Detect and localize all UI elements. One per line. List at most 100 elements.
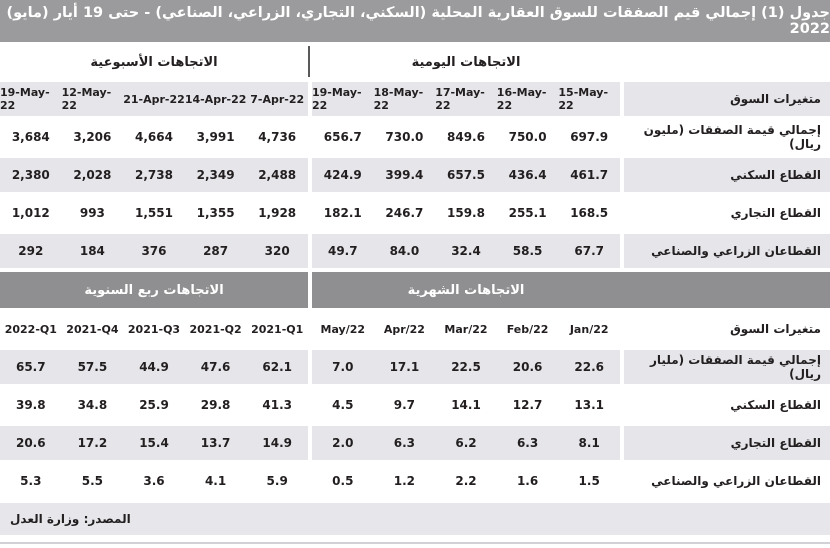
data-cell: 41.3 [246, 388, 308, 422]
row-label: إجمالي قيمة الصفقات (مليون ريال) [623, 120, 830, 154]
table-row: 292 184 376 287 320 49.7 84.0 32.4 58.5 67.7 القطا… [0, 234, 830, 268]
source-note: المصدر: وزارة العدل [0, 503, 830, 535]
row-label: القطاع التجاري [623, 196, 830, 230]
data-cell: 0.5 [311, 464, 374, 498]
group-gap [619, 312, 624, 346]
data-cell: 17.2 [61, 426, 124, 460]
data-cell: 8.1 [558, 426, 620, 460]
data-cell: 246.7 [373, 196, 436, 230]
data-cell: 6.3 [373, 426, 436, 460]
data-cell: 57.5 [61, 350, 124, 384]
group-gap [307, 426, 312, 460]
group-gap [619, 350, 624, 384]
data-cell: 47.6 [184, 350, 247, 384]
data-cell: 20.6 [496, 350, 559, 384]
data-cell: 320 [246, 234, 308, 268]
group-gap [619, 388, 624, 422]
data-cell: 2.0 [311, 426, 374, 460]
section-header-monthly: الاتجاهات الشهرية [312, 272, 830, 308]
group-gap [307, 158, 312, 192]
data-cell: 255.1 [496, 196, 559, 230]
column-header: 14-Apr-22 [184, 82, 247, 116]
data-cell: 750.0 [496, 120, 559, 154]
group-gap [619, 464, 624, 498]
column-header: Jan/22 [558, 312, 620, 346]
data-cell: 20.6 [0, 426, 62, 460]
section-divider-line [308, 46, 310, 77]
data-cell: 182.1 [311, 196, 374, 230]
data-cell: 168.5 [558, 196, 620, 230]
data-cell: 424.9 [311, 158, 374, 192]
row-label: القطاعان الزراعي والصناعي [623, 464, 830, 498]
data-cell: 849.6 [435, 120, 497, 154]
data-cell: 13.7 [184, 426, 247, 460]
column-header: May/22 [311, 312, 374, 346]
data-cell: 287 [184, 234, 247, 268]
bottom-rule [0, 542, 830, 544]
group-gap [307, 234, 312, 268]
row-label: القطاع التجاري [623, 426, 830, 460]
section-header-band-top: الاتجاهات الأسبوعية الاتجاهات اليومية [0, 42, 830, 82]
data-cell: 39.8 [0, 388, 62, 422]
column-header: 2021-Q4 [61, 312, 124, 346]
column-header-row: 2022-Q1 2021-Q4 2021-Q3 2021-Q2 2021-Q1 May/2… [0, 312, 830, 346]
data-cell: 2,380 [0, 158, 62, 192]
data-cell: 4,664 [123, 120, 185, 154]
group-gap [619, 82, 624, 116]
table-body: 3,684 3,206 4,664 3,991 4,736 656.7 730.0 849.6… [0, 120, 830, 268]
column-header: 15-May-22 [558, 82, 620, 116]
data-cell: 67.7 [558, 234, 620, 268]
row-label: إجمالي قيمة الصفقات (مليار ريال) [623, 350, 830, 384]
data-cell: 15.4 [123, 426, 185, 460]
data-cell: 44.9 [123, 350, 185, 384]
data-cell: 13.1 [558, 388, 620, 422]
data-cell: 2,488 [246, 158, 308, 192]
column-header: 2021-Q2 [184, 312, 247, 346]
data-cell: 159.8 [435, 196, 497, 230]
data-cell: 2,028 [61, 158, 124, 192]
data-cell: 376 [123, 234, 185, 268]
data-cell: 1.2 [373, 464, 436, 498]
data-cell: 14.9 [246, 426, 308, 460]
group-gap [307, 312, 312, 346]
data-cell: 3,206 [61, 120, 124, 154]
section-header-quarterly: الاتجاهات ربع السنوية [0, 272, 308, 308]
data-cell: 12.7 [496, 388, 559, 422]
data-cell: 5.5 [61, 464, 124, 498]
data-cell: 399.4 [373, 158, 436, 192]
column-header: 12-May-22 [61, 82, 124, 116]
column-header-row: 19-May-22 12-May-22 21-Apr-22 14-Apr-22 7-Ap… [0, 82, 830, 116]
data-cell: 84.0 [373, 234, 436, 268]
column-header: Apr/22 [373, 312, 436, 346]
table-row: 1,012 993 1,551 1,355 1,928 182.1 246.7 159.8 25… [0, 196, 830, 230]
quarterly-monthly-table: الاتجاهات ربع السنوية الاتجاهات الشهرية … [0, 272, 830, 498]
column-header: 19-May-22 [311, 82, 374, 116]
data-cell: 29.8 [184, 388, 247, 422]
data-cell: 1,551 [123, 196, 185, 230]
data-cell: 657.5 [435, 158, 497, 192]
data-cell: 6.2 [435, 426, 497, 460]
data-cell: 656.7 [311, 120, 374, 154]
group-gap [307, 350, 312, 384]
data-cell: 3.6 [123, 464, 185, 498]
group-gap [619, 426, 624, 460]
table-row: 2,380 2,028 2,738 2,349 2,488 424.9 399.4 657.5… [0, 158, 830, 192]
column-header: 2021-Q1 [246, 312, 308, 346]
group-gap [307, 388, 312, 422]
group-gap [619, 196, 624, 230]
data-cell: 292 [0, 234, 62, 268]
table-row: 65.7 57.5 44.9 47.6 62.1 7.0 17.1 22.5 20.6 22.6 إ… [0, 350, 830, 384]
data-cell: 461.7 [558, 158, 620, 192]
data-cell: 436.4 [496, 158, 559, 192]
data-cell: 1,355 [184, 196, 247, 230]
data-cell: 58.5 [496, 234, 559, 268]
group-gap [307, 82, 312, 116]
table-body: 65.7 57.5 44.9 47.6 62.1 7.0 17.1 22.5 20.6 22.6 إ… [0, 350, 830, 498]
column-header: 2022-Q1 [0, 312, 62, 346]
data-cell: 5.9 [246, 464, 308, 498]
group-gap [619, 120, 624, 154]
data-cell: 22.5 [435, 350, 497, 384]
row-label: القطاعان الزراعي والصناعي [623, 234, 830, 268]
data-cell: 14.1 [435, 388, 497, 422]
